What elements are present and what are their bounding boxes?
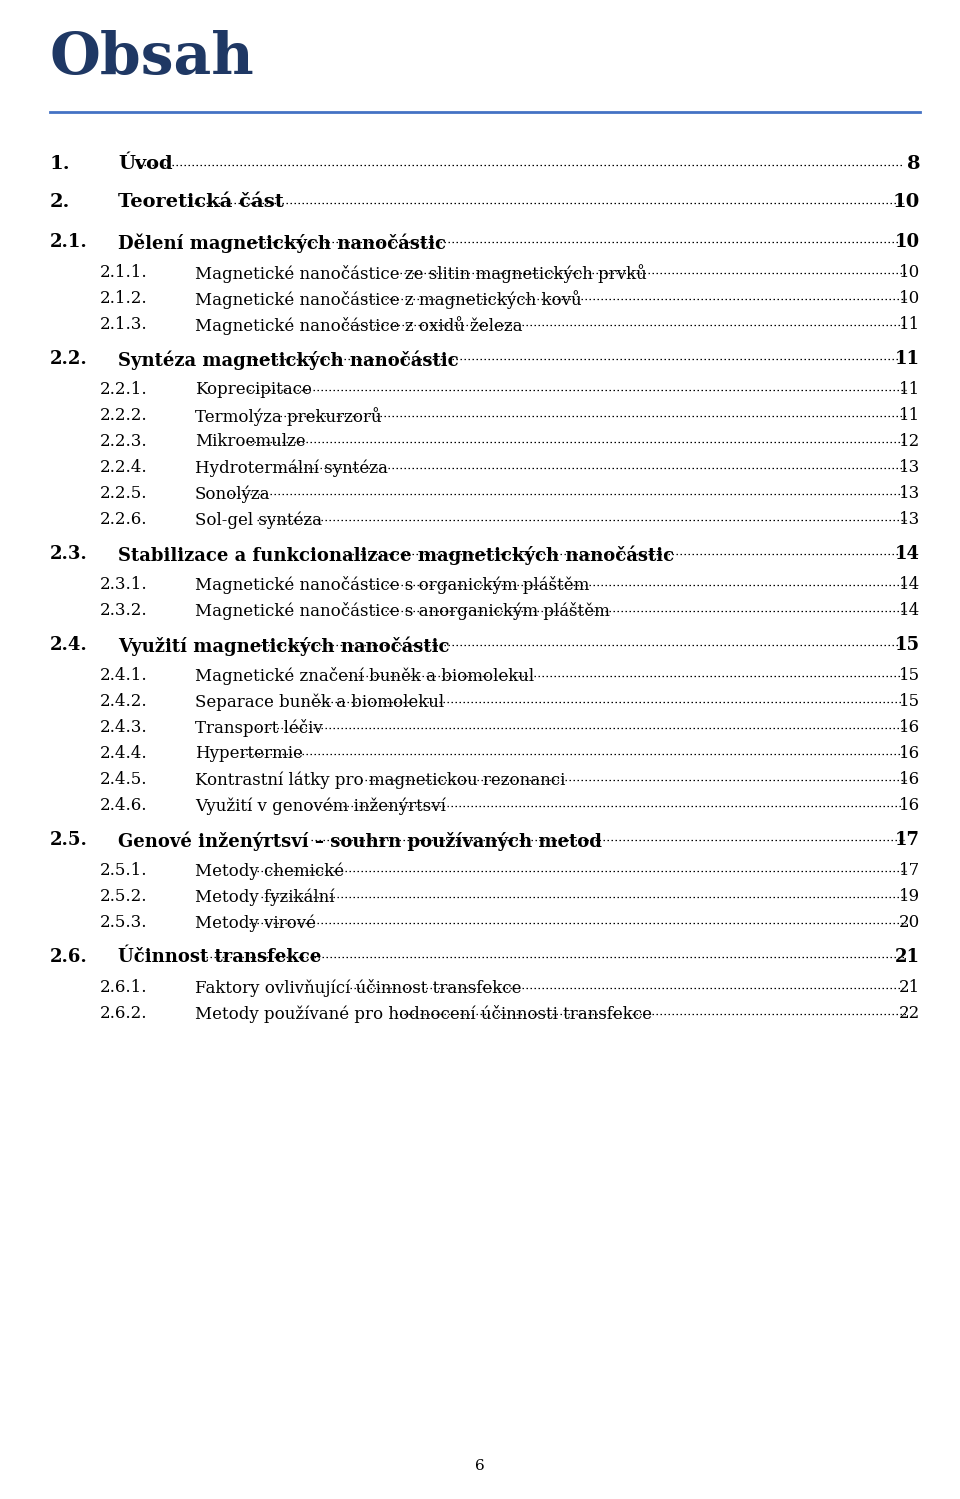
Text: Genové inženýrtsví – souhrn používaných metod: Genové inženýrtsví – souhrn používaných …: [118, 830, 602, 850]
Text: 2.4.3.: 2.4.3.: [100, 720, 148, 736]
Text: Stabilizace a funkcionalizace magnetických nanočástic: Stabilizace a funkcionalizace magnetický…: [118, 546, 674, 565]
Text: Magnetické značení buněk a biomolekul: Magnetické značení buněk a biomolekul: [195, 667, 534, 685]
Text: 11: 11: [899, 316, 920, 333]
Text: 14: 14: [895, 546, 920, 564]
Text: Magnetické nanočástice z oxidů železa: Magnetické nanočástice z oxidů železa: [195, 316, 522, 334]
Text: 1.: 1.: [50, 154, 71, 172]
Text: 2.6.2.: 2.6.2.: [100, 1004, 148, 1022]
Text: 10: 10: [893, 193, 920, 211]
Text: 2.1.2.: 2.1.2.: [100, 289, 148, 307]
Text: Účinnost transfekce: Účinnost transfekce: [118, 947, 322, 965]
Text: 2.2.2.: 2.2.2.: [100, 408, 148, 424]
Text: Sol-gel syntéza: Sol-gel syntéza: [195, 511, 322, 529]
Text: 2.4.4.: 2.4.4.: [100, 745, 148, 761]
Text: 2.6.1.: 2.6.1.: [100, 979, 148, 995]
Text: 2.1.: 2.1.: [50, 232, 87, 250]
Text: 2.2.4.: 2.2.4.: [100, 459, 148, 477]
Text: Magnetické nanočástice z magnetických kovů: Magnetické nanočástice z magnetických ko…: [195, 289, 582, 309]
Text: Úvod: Úvod: [118, 154, 173, 172]
Text: 21: 21: [899, 979, 920, 995]
Text: Metody virové: Metody virové: [195, 914, 316, 931]
Text: 16: 16: [899, 797, 920, 814]
Text: Metody fyzikální: Metody fyzikální: [195, 887, 334, 905]
Text: Magnetické nanočástice ze slitin magnetických prvků: Magnetické nanočástice ze slitin magneti…: [195, 264, 647, 283]
Text: 10: 10: [899, 289, 920, 307]
Text: 2.5.: 2.5.: [50, 830, 88, 848]
Text: 10: 10: [895, 232, 920, 250]
Text: 15: 15: [899, 693, 920, 711]
Text: 11: 11: [895, 349, 920, 367]
Text: 16: 16: [899, 745, 920, 761]
Text: Dělení magnetických nanočástic: Dělení magnetických nanočástic: [118, 232, 446, 252]
Text: 8: 8: [906, 154, 920, 172]
Text: 2.2.1.: 2.2.1.: [100, 381, 148, 399]
Text: Transport léčiv: Transport léčiv: [195, 720, 323, 738]
Text: Obsah: Obsah: [50, 30, 254, 85]
Text: 2.4.2.: 2.4.2.: [100, 693, 148, 711]
Text: Syntéza magnetických nanočástic: Syntéza magnetických nanočástic: [118, 349, 459, 369]
Text: 2.5.1.: 2.5.1.: [100, 862, 148, 878]
Text: 20: 20: [899, 914, 920, 931]
Text: 2.6.: 2.6.: [50, 947, 87, 965]
Text: 17: 17: [899, 862, 920, 878]
Text: Využití v genovém inženýrtsví: Využití v genovém inženýrtsví: [195, 797, 445, 814]
Text: Teoretická část: Teoretická část: [118, 193, 284, 211]
Text: 11: 11: [899, 381, 920, 399]
Text: 16: 16: [899, 770, 920, 788]
Text: 2.3.1.: 2.3.1.: [100, 576, 148, 594]
Text: Metody chemické: Metody chemické: [195, 862, 344, 880]
Text: 2.1.1.: 2.1.1.: [100, 264, 148, 280]
Text: Hypertermie: Hypertermie: [195, 745, 302, 761]
Text: Využití magnetických nanočástic: Využití magnetických nanočástic: [118, 636, 449, 655]
Text: 2.: 2.: [50, 193, 70, 211]
Text: 10: 10: [899, 264, 920, 280]
Text: 2.4.: 2.4.: [50, 636, 87, 654]
Text: 11: 11: [899, 408, 920, 424]
Text: Kontrastní látky pro magnetickou rezonanci: Kontrastní látky pro magnetickou rezonan…: [195, 770, 565, 788]
Text: 2.2.6.: 2.2.6.: [100, 511, 148, 528]
Text: Metody používané pro hodnocení účinnosti transfekce: Metody používané pro hodnocení účinnosti…: [195, 1004, 652, 1022]
Text: 16: 16: [899, 720, 920, 736]
Text: 21: 21: [895, 947, 920, 965]
Text: Koprecipitace: Koprecipitace: [195, 381, 312, 399]
Text: 2.4.1.: 2.4.1.: [100, 667, 148, 684]
Text: Faktory ovlivňující účinnost transfekce: Faktory ovlivňující účinnost transfekce: [195, 979, 521, 997]
Text: 15: 15: [899, 667, 920, 684]
Text: Separace buněk a biomolekul: Separace buněk a biomolekul: [195, 693, 444, 711]
Text: 13: 13: [899, 459, 920, 477]
Text: 2.2.: 2.2.: [50, 349, 87, 367]
Text: 2.5.2.: 2.5.2.: [100, 887, 148, 905]
Text: 15: 15: [895, 636, 920, 654]
Text: Termolýza prekurzorů: Termolýza prekurzorů: [195, 408, 382, 426]
Text: 12: 12: [899, 433, 920, 450]
Text: 2.3.: 2.3.: [50, 546, 87, 564]
Text: 2.3.2.: 2.3.2.: [100, 603, 148, 619]
Text: 2.5.3.: 2.5.3.: [100, 914, 148, 931]
Text: 2.2.5.: 2.2.5.: [100, 486, 148, 502]
Text: Hydrotermální syntéza: Hydrotermální syntéza: [195, 459, 388, 477]
Text: 13: 13: [899, 486, 920, 502]
Text: 6: 6: [475, 1459, 485, 1474]
Text: 13: 13: [899, 511, 920, 528]
Text: 22: 22: [899, 1004, 920, 1022]
Text: Magnetické nanočástice s organickým pláštěm: Magnetické nanočástice s organickým pláš…: [195, 576, 589, 594]
Text: 2.4.6.: 2.4.6.: [100, 797, 148, 814]
Text: 2.1.3.: 2.1.3.: [100, 316, 148, 333]
Text: Mikroemulze: Mikroemulze: [195, 433, 305, 450]
Text: 2.4.5.: 2.4.5.: [100, 770, 148, 788]
Text: Magnetické nanočástice s anorganickým pláštěm: Magnetické nanočástice s anorganickým pl…: [195, 603, 610, 621]
Text: 14: 14: [899, 576, 920, 594]
Text: 19: 19: [899, 887, 920, 905]
Text: 14: 14: [899, 603, 920, 619]
Text: Sonolýza: Sonolýza: [195, 486, 271, 502]
Text: 17: 17: [895, 830, 920, 848]
Text: 2.2.3.: 2.2.3.: [100, 433, 148, 450]
